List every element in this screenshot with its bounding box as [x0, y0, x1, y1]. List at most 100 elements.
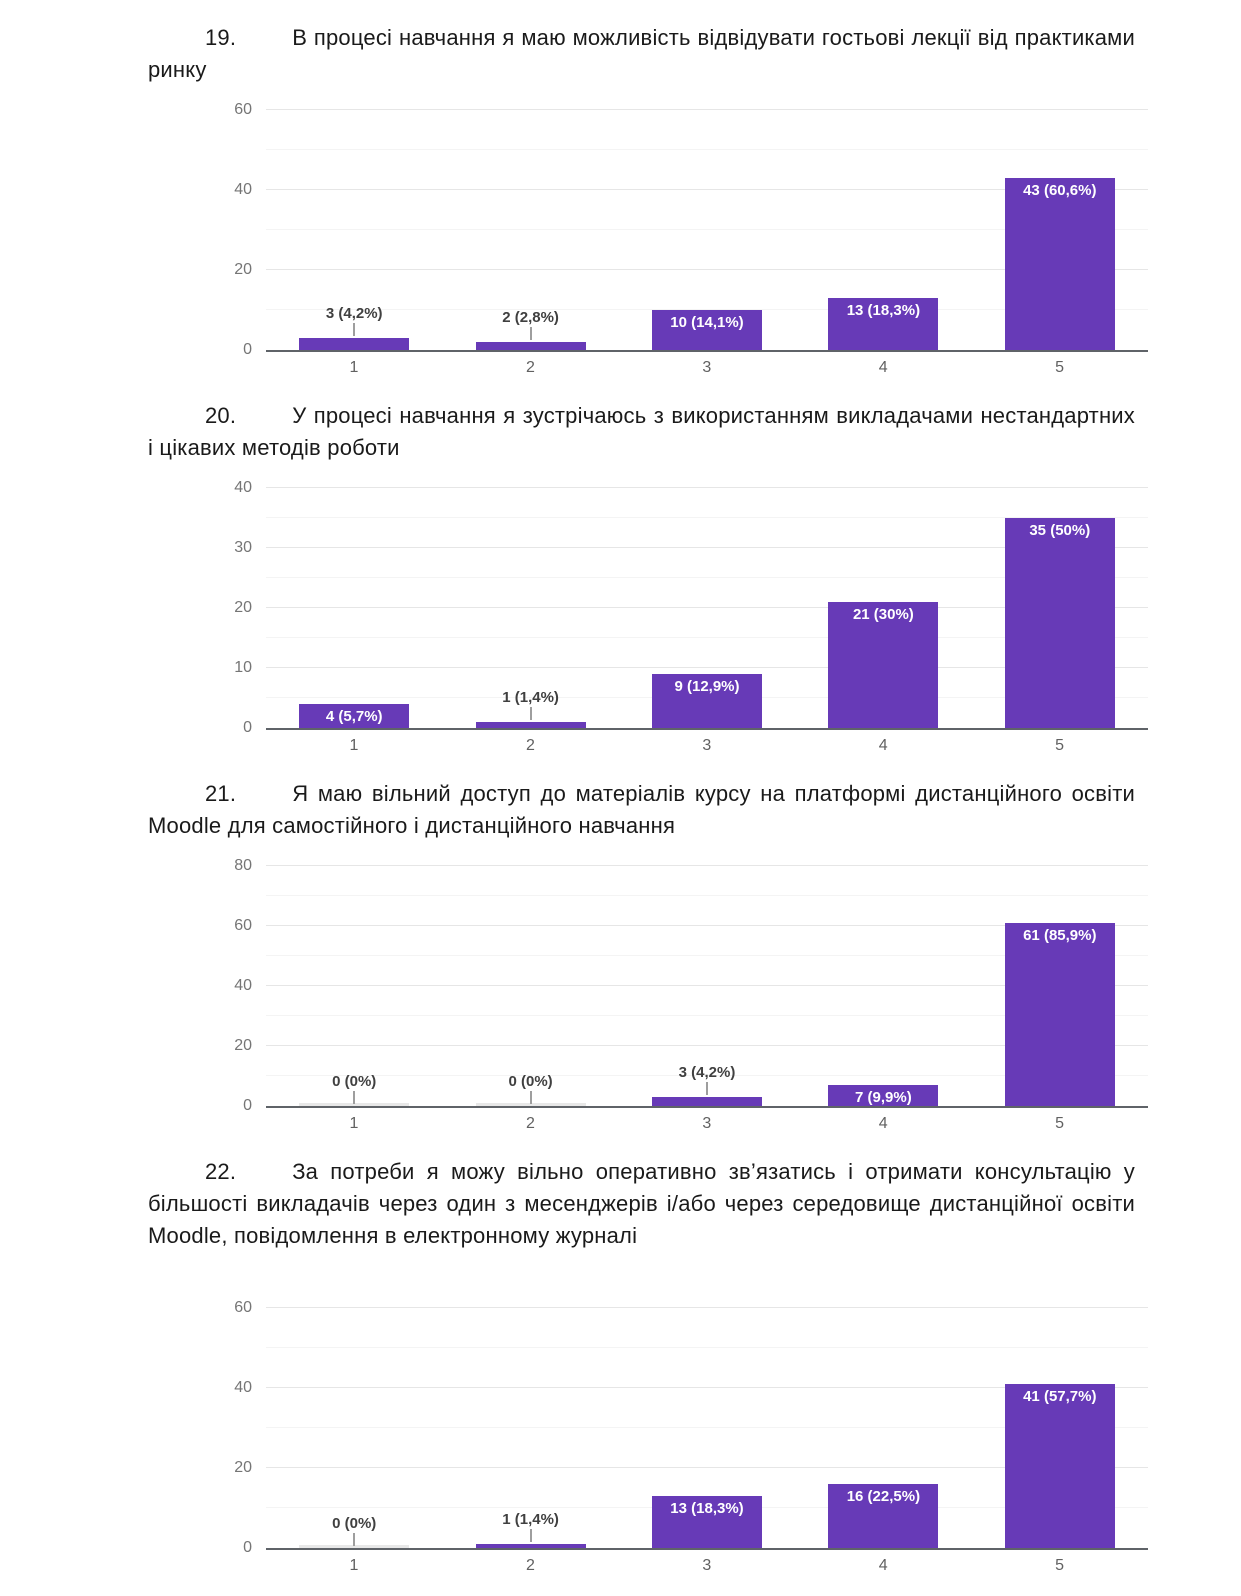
category-slot: 61 (85,9%) — [972, 866, 1148, 1106]
gridline — [266, 517, 1148, 518]
survey-question-section: 19. В процесі навчання я маю можливість в… — [148, 22, 1148, 376]
x-axis-category-label: 3 — [702, 1115, 712, 1132]
bar-value-label: 13 (18,3%) — [670, 1500, 744, 1517]
question-body: За потреби я можу вільно оперативно зв’я… — [148, 1159, 1135, 1248]
category-slot: 13 (18,3%) — [795, 110, 971, 350]
bar — [299, 704, 410, 728]
bar — [1004, 178, 1115, 350]
survey-question-section: 21. Я маю вільний доступ до матеріалів ку… — [148, 778, 1148, 1132]
y-axis-tick-label: 40 — [234, 1379, 252, 1396]
chart-plot-area: 4 (5,7%) 1 (1,4%) 9 (12,9%) 21 (30%) 35 (50%… — [266, 487, 1148, 730]
bar — [475, 1544, 586, 1548]
category-slot: 9 (12,9%) — [619, 488, 795, 728]
sections-container: 19. В процесі навчання я маю можливість в… — [148, 22, 1148, 1574]
annotation-connector — [705, 1082, 708, 1095]
x-axis-category-label: 1 — [349, 737, 359, 754]
bar — [299, 1103, 410, 1106]
gridline — [266, 865, 1148, 866]
x-axis-category-label: 5 — [1055, 1557, 1065, 1574]
category-slot: 43 (60,6%) — [972, 110, 1148, 350]
category-slot: 41 (57,7%) — [972, 1308, 1148, 1548]
bar-value-label: 1 (1,4%) — [502, 689, 559, 706]
bar — [651, 1496, 762, 1548]
bar-value-label: 3 (4,2%) — [325, 305, 383, 322]
category-slot: 2 (2,8%) — [442, 110, 618, 350]
chart-plot-area: 0 (0%) 0 (0%) 3 (4,2%) 7 (9,9%) 61 (85,9%) — [266, 865, 1148, 1108]
gridline — [266, 607, 1148, 608]
gridline — [266, 895, 1148, 896]
annotation-connector — [353, 1091, 356, 1104]
gridline — [266, 925, 1148, 926]
y-axis-tick-label: 40 — [234, 181, 252, 198]
y-axis-tick-label: 20 — [234, 599, 252, 616]
question-body: Я маю вільний доступ до матеріалів курсу… — [148, 781, 1135, 838]
y-axis-tick-label: 0 — [243, 1539, 252, 1556]
gridline — [266, 1387, 1148, 1388]
document-page: 19. В процесі навчання я маю можливість в… — [0, 22, 1241, 1574]
category-slot: 0 (0%) — [266, 1308, 442, 1548]
bar-value-label: 4 (5,7%) — [325, 708, 383, 725]
x-axis-category-label: 2 — [525, 737, 535, 754]
category-slot: 21 (30%) — [795, 488, 971, 728]
x-axis-category-label: 4 — [878, 359, 888, 376]
bar-value-label: 61 (85,9%) — [1023, 927, 1097, 944]
category-slot: 16 (22,5%) — [795, 1308, 971, 1548]
x-axis-category-label: 5 — [1055, 359, 1065, 376]
x-axis-category-label: 4 — [878, 1557, 888, 1574]
x-axis-category-label: 2 — [525, 1115, 535, 1132]
y-axis-tick-label: 60 — [234, 917, 252, 934]
bar-chart: 0 (0%) 1 (1,4%) 13 (18,3%) 16 (22,5%) 41 (57… — [218, 1298, 1148, 1574]
bar-value-label: 43 (60,6%) — [1023, 182, 1097, 199]
gridline — [266, 637, 1148, 638]
y-axis-tick-label: 20 — [234, 1037, 252, 1054]
question-text: 20. У процесі навчання я зустрічаюсь з ви… — [148, 400, 1135, 464]
annotation-connector — [529, 1529, 532, 1542]
x-axis-category-label: 1 — [349, 1557, 359, 1574]
bar — [828, 602, 939, 728]
bar — [651, 674, 762, 728]
bar-value-label: 0 (0%) — [508, 1073, 553, 1090]
annotation-connector — [353, 1533, 356, 1546]
y-axis-tick-label: 0 — [243, 341, 252, 358]
bar-value-label: 21 (30%) — [852, 606, 914, 623]
y-axis-tick-label: 20 — [234, 1459, 252, 1476]
gridline — [266, 309, 1148, 310]
gridline — [266, 667, 1148, 668]
question-text: 19. В процесі навчання я маю можливість в… — [148, 22, 1135, 86]
category-slot: 3 (4,2%) — [619, 866, 795, 1106]
gridline — [266, 1045, 1148, 1046]
gridline — [266, 1075, 1148, 1076]
bar — [651, 310, 762, 350]
bar-chart: 0 (0%) 0 (0%) 3 (4,2%) 7 (9,9%) 61 (85,9%) 0… — [218, 856, 1148, 1132]
bar — [475, 1103, 586, 1106]
bar-value-label: 2 (2,8%) — [502, 309, 559, 326]
bar — [299, 338, 410, 350]
gridline — [266, 1427, 1148, 1428]
category-slot: 4 (5,7%) — [266, 488, 442, 728]
x-axis-category-label: 2 — [525, 1557, 535, 1574]
bar-value-label: 9 (12,9%) — [674, 678, 740, 695]
annotation-connector — [353, 323, 356, 336]
survey-question-section: 22. За потреби я можу вільно оперативно з… — [148, 1156, 1148, 1574]
gridline — [266, 1307, 1148, 1308]
annotation-connector — [529, 327, 532, 340]
bar — [828, 1085, 939, 1106]
question-text: 22. За потреби я можу вільно оперативно з… — [148, 1156, 1135, 1284]
bar-chart: 3 (4,2%) 2 (2,8%) 10 (14,1%) 13 (18,3%) 43 (… — [218, 100, 1148, 376]
bar — [299, 1545, 410, 1548]
bar — [828, 1484, 939, 1548]
bar — [475, 722, 586, 728]
chart-plot-area: 3 (4,2%) 2 (2,8%) 10 (14,1%) 13 (18,3%) 43 (… — [266, 109, 1148, 352]
x-axis-category-label: 1 — [349, 359, 359, 376]
bar-value-label: 41 (57,7%) — [1023, 1388, 1097, 1405]
category-slot: 1 (1,4%) — [442, 488, 618, 728]
question-body: У процесі навчання я зустрічаюсь з викор… — [148, 403, 1135, 460]
x-axis-category-label: 5 — [1055, 1115, 1065, 1132]
x-axis-category-label: 3 — [702, 359, 712, 376]
gridline — [266, 189, 1148, 190]
bar — [475, 342, 586, 350]
question-number: 19. — [205, 25, 237, 50]
gridline — [266, 149, 1148, 150]
bar — [651, 1097, 762, 1106]
gridline — [266, 1347, 1148, 1348]
